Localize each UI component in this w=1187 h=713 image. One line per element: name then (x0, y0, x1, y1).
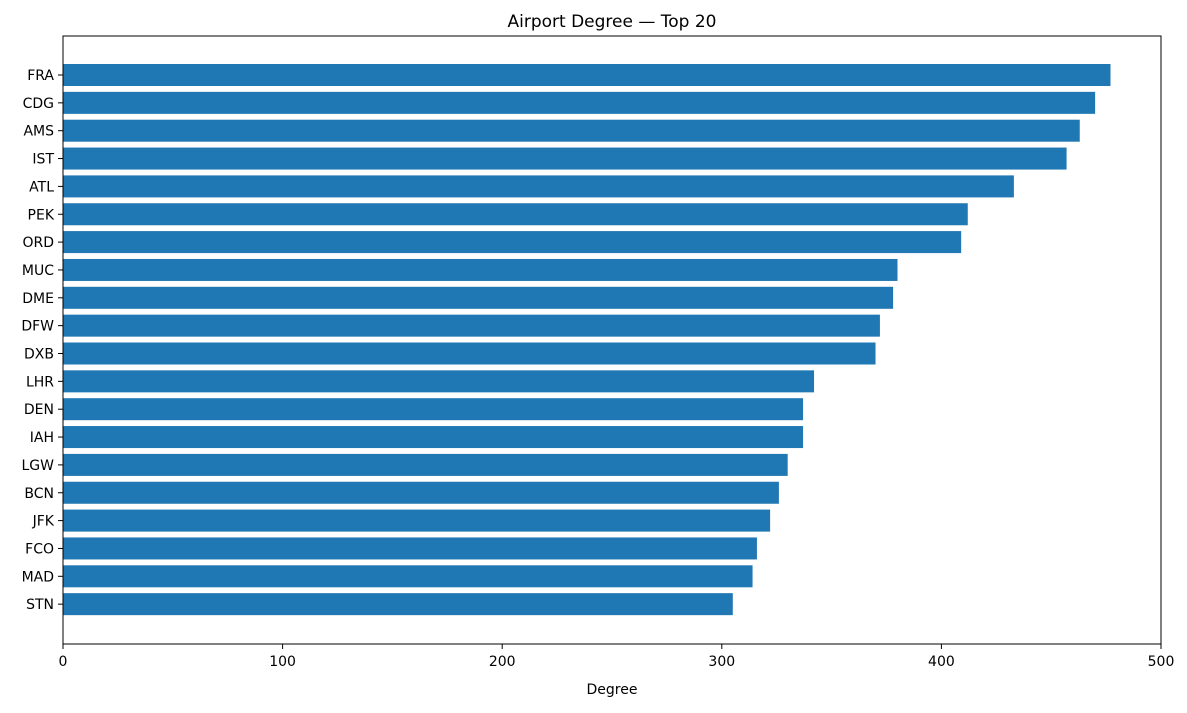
y-tick-label-lhr: LHR (26, 374, 54, 390)
bar-bcn (63, 481, 779, 504)
chart-title: Airport Degree — Top 20 (508, 12, 717, 32)
bar-fco (63, 537, 757, 560)
y-tick-label-ord: ORD (22, 235, 54, 251)
x-axis: 0 100 200 300 400 500 (59, 644, 1175, 670)
bar-ams (63, 119, 1080, 142)
x-axis-label: Degree (587, 682, 638, 698)
bar-atl (63, 175, 1014, 198)
bar-den (63, 398, 804, 421)
y-tick-label-ist: IST (32, 152, 54, 168)
y-tick-label-atl: ATL (29, 179, 54, 195)
y-tick-label-dxb: DXB (24, 347, 54, 363)
y-tick-label-muc: MUC (22, 263, 54, 279)
bars-group (63, 64, 1111, 616)
y-tick-label-ams: AMS (23, 124, 54, 140)
bar-mad (63, 565, 753, 588)
bar-lhr (63, 370, 815, 393)
bar-ord (63, 231, 962, 254)
bar-lgw (63, 453, 788, 476)
bar-jfk (63, 509, 771, 532)
bar-iah (63, 426, 804, 449)
bar-ist (63, 147, 1067, 170)
bar-stn (63, 593, 733, 616)
x-tick-label-500: 500 (1148, 654, 1175, 670)
x-tick-label-0: 0 (59, 654, 68, 670)
y-tick-label-iah: IAH (30, 430, 54, 446)
bar-dxb (63, 342, 876, 365)
bar-fra (63, 64, 1111, 86)
y-tick-label-jfk: JFK (32, 514, 55, 530)
y-tick-label-bcn: BCN (24, 486, 54, 502)
y-tick-label-stn: STN (26, 597, 54, 613)
bar-muc (63, 258, 898, 281)
y-tick-label-den: DEN (24, 402, 54, 418)
bar-dfw (63, 314, 880, 337)
y-tick-label-fco: FCO (25, 541, 54, 557)
x-tick-label-400: 400 (928, 654, 955, 670)
y-tick-label-pek: PEK (28, 207, 55, 223)
x-tick-label-200: 200 (489, 654, 516, 670)
bar-cdg (63, 91, 1096, 114)
y-tick-label-fra: FRA (27, 68, 54, 84)
y-tick-label-cdg: CDG (23, 96, 54, 112)
y-tick-label-dfw: DFW (21, 319, 54, 335)
x-tick-label-300: 300 (708, 654, 735, 670)
x-tick-label-100: 100 (269, 654, 296, 670)
y-tick-label-dme: DME (22, 291, 54, 307)
y-tick-label-lgw: LGW (22, 458, 55, 474)
y-axis: FRA CDG AMS IST ATL PEK ORD MUC DME DFW DXB LHR DEN I… (21, 68, 63, 613)
bar-pek (63, 203, 968, 226)
bar-dme (63, 286, 894, 309)
y-tick-label-mad: MAD (22, 569, 54, 585)
plot-frame (62, 35, 1162, 645)
